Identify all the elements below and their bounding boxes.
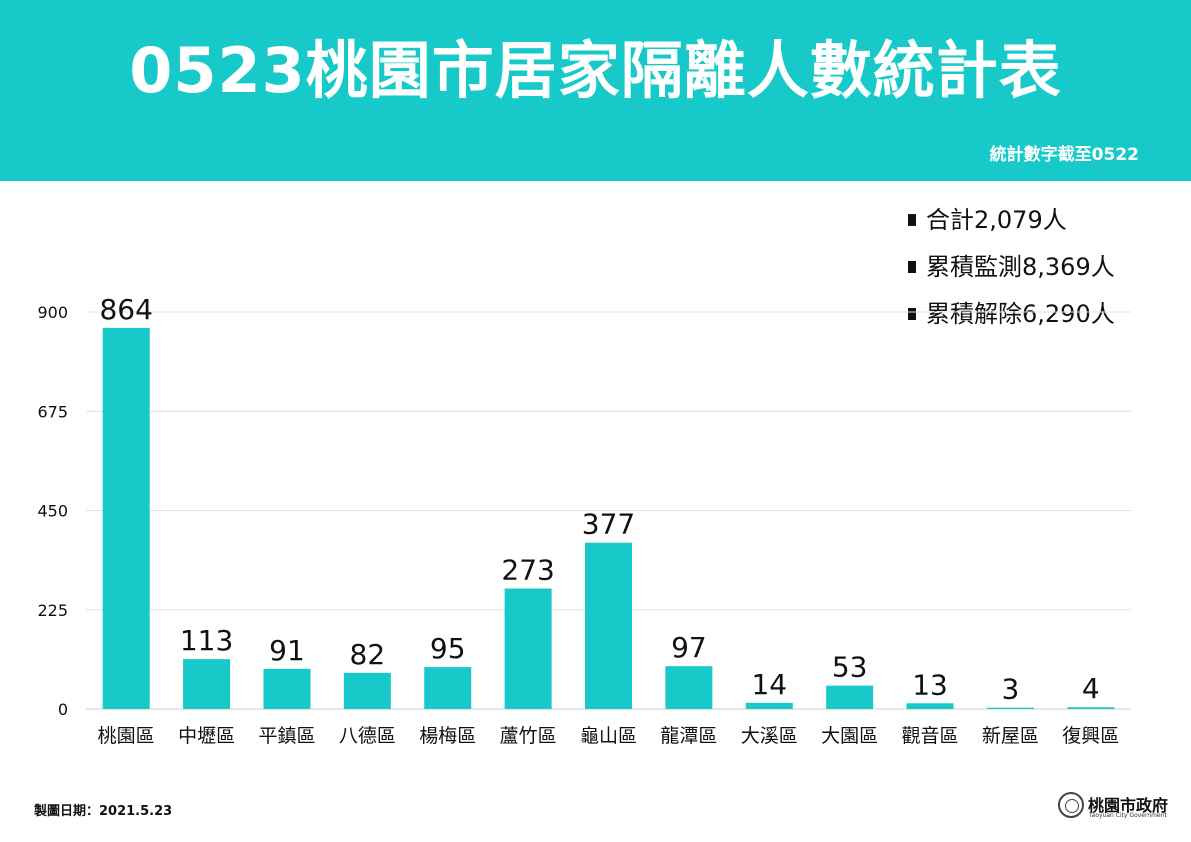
data-label: 91 <box>269 634 305 667</box>
data-label: 97 <box>671 631 707 664</box>
data-label: 95 <box>430 632 466 665</box>
y-tick-label: 0 <box>58 700 68 719</box>
x-tick-label: 八德區 <box>339 725 396 747</box>
summary-value: 6,290 <box>1022 300 1091 328</box>
x-tick-label: 龜山區 <box>580 725 637 747</box>
bar <box>102 327 150 709</box>
bar <box>424 667 472 709</box>
x-tick-label: 新屋區 <box>982 725 1039 747</box>
data-label: 273 <box>501 554 554 587</box>
summary-monitored: 累積監測8,369人 <box>908 255 1115 302</box>
bar <box>504 588 552 709</box>
bullet-square-icon <box>908 308 916 320</box>
summary-label: 合計 <box>926 206 974 234</box>
data-label: 13 <box>912 668 948 701</box>
y-tick-label: 225 <box>37 601 68 620</box>
data-label: 864 <box>99 293 152 326</box>
bar <box>1067 707 1115 709</box>
x-tick-label: 蘆竹區 <box>500 725 557 747</box>
org-name: 桃園市政府 <box>1088 796 1169 815</box>
bar <box>585 542 632 709</box>
org-name-english: Taoyuan City Government <box>1089 812 1167 819</box>
summary-total: 合計2,079人 <box>908 208 1115 255</box>
summary-released: 累積解除6,290人 <box>908 302 1115 349</box>
summary-unit: 人 <box>1090 300 1115 328</box>
x-tick-label: 桃園區 <box>98 725 155 747</box>
production-date: 製圖日期：2021.5.23 <box>34 804 173 819</box>
bullet-square-icon <box>908 214 916 226</box>
summary-unit: 人 <box>1090 253 1115 281</box>
x-tick-label: 平鎮區 <box>258 725 315 747</box>
bar <box>263 668 311 709</box>
x-tick-label: 復興區 <box>1062 725 1119 747</box>
bar <box>183 659 231 709</box>
bar <box>343 672 391 709</box>
x-tick-label: 楊梅區 <box>419 725 476 747</box>
y-tick-label: 450 <box>37 502 68 521</box>
city-seal-icon <box>1058 792 1084 818</box>
data-label: 82 <box>350 638 386 671</box>
x-tick-label: 大園區 <box>821 725 878 747</box>
bar <box>826 685 874 709</box>
summary-value: 2,079 <box>974 206 1043 234</box>
y-tick-label: 675 <box>37 402 68 421</box>
page-title: 0523桃園市居家隔離人數統計表 <box>129 34 1062 107</box>
data-label: 14 <box>751 668 787 701</box>
data-label: 4 <box>1082 672 1100 705</box>
data-label: 377 <box>582 508 635 541</box>
bar <box>745 702 793 709</box>
data-label: 113 <box>180 624 233 657</box>
data-label: 53 <box>832 651 868 684</box>
x-tick-label: 大溪區 <box>741 725 798 747</box>
data-label: 3 <box>1002 673 1020 706</box>
summary-list: 合計2,079人 累積監測8,369人 累積解除6,290人 <box>908 208 1115 349</box>
summary-label: 累積解除 <box>926 300 1022 328</box>
bullet-square-icon <box>908 261 916 273</box>
bar <box>665 666 713 709</box>
summary-label: 累積監測 <box>926 253 1022 281</box>
y-tick-label: 900 <box>37 303 68 322</box>
header-banner: 0523桃園市居家隔離人數統計表 統計數字截至0522 <box>0 0 1191 181</box>
summary-unit: 人 <box>1042 206 1067 234</box>
x-tick-label: 龍潭區 <box>660 725 717 747</box>
bar <box>906 703 954 709</box>
data-cutoff-note: 統計數字截至0522 <box>989 145 1139 165</box>
bar <box>986 707 1034 709</box>
x-tick-label: 觀音區 <box>902 725 959 747</box>
summary-value: 8,369 <box>1022 253 1091 281</box>
x-tick-label: 中壢區 <box>178 725 235 747</box>
